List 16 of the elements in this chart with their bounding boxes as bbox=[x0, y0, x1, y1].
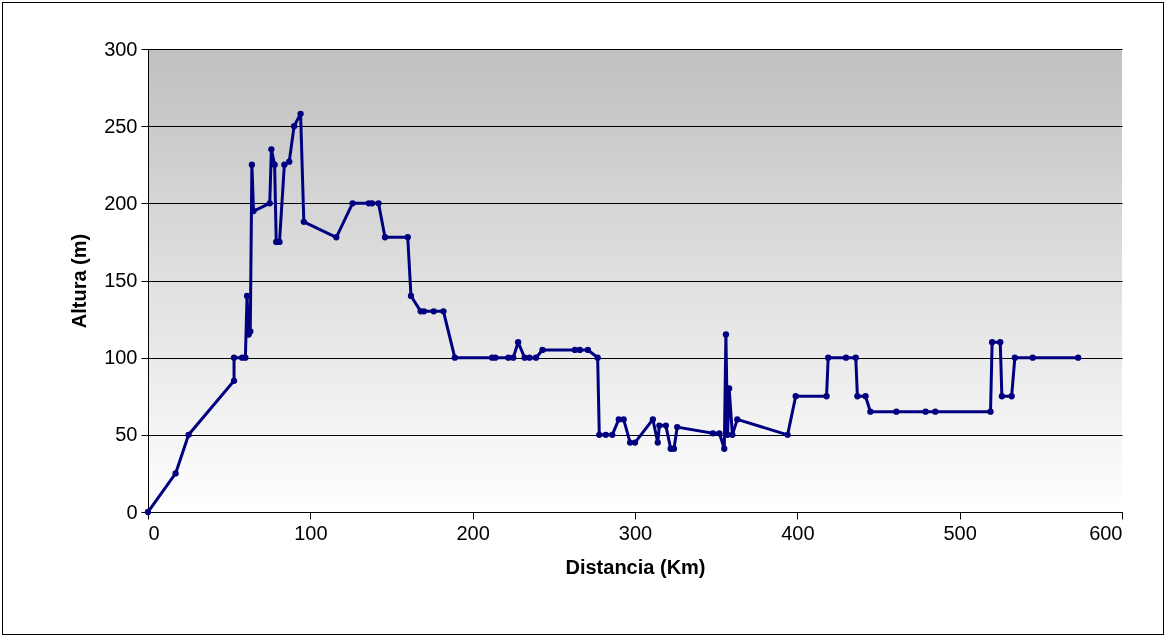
x-tick-label: 400 bbox=[781, 521, 815, 544]
y-axis-title: Altura (m) bbox=[68, 233, 91, 329]
y-tick-label: 300 bbox=[104, 37, 138, 60]
y-tick-label: 0 bbox=[126, 500, 138, 523]
y-tick-label: 250 bbox=[104, 114, 138, 137]
x-tick-label: 300 bbox=[618, 521, 653, 544]
x-tick-label: 500 bbox=[943, 521, 977, 544]
x-axis-title: Distancia (Km) bbox=[565, 555, 706, 578]
y-tick-label: 200 bbox=[104, 191, 138, 214]
x-tick-label: 0 bbox=[148, 521, 160, 544]
y-tick-label: 100 bbox=[104, 346, 138, 369]
x-tick-label: 600 bbox=[1089, 521, 1123, 544]
x-tick-label: 200 bbox=[456, 521, 490, 544]
y-tick-label: 150 bbox=[104, 269, 138, 291]
x-tick-label: 100 bbox=[294, 521, 328, 544]
y-tick-label: 50 bbox=[115, 423, 138, 446]
